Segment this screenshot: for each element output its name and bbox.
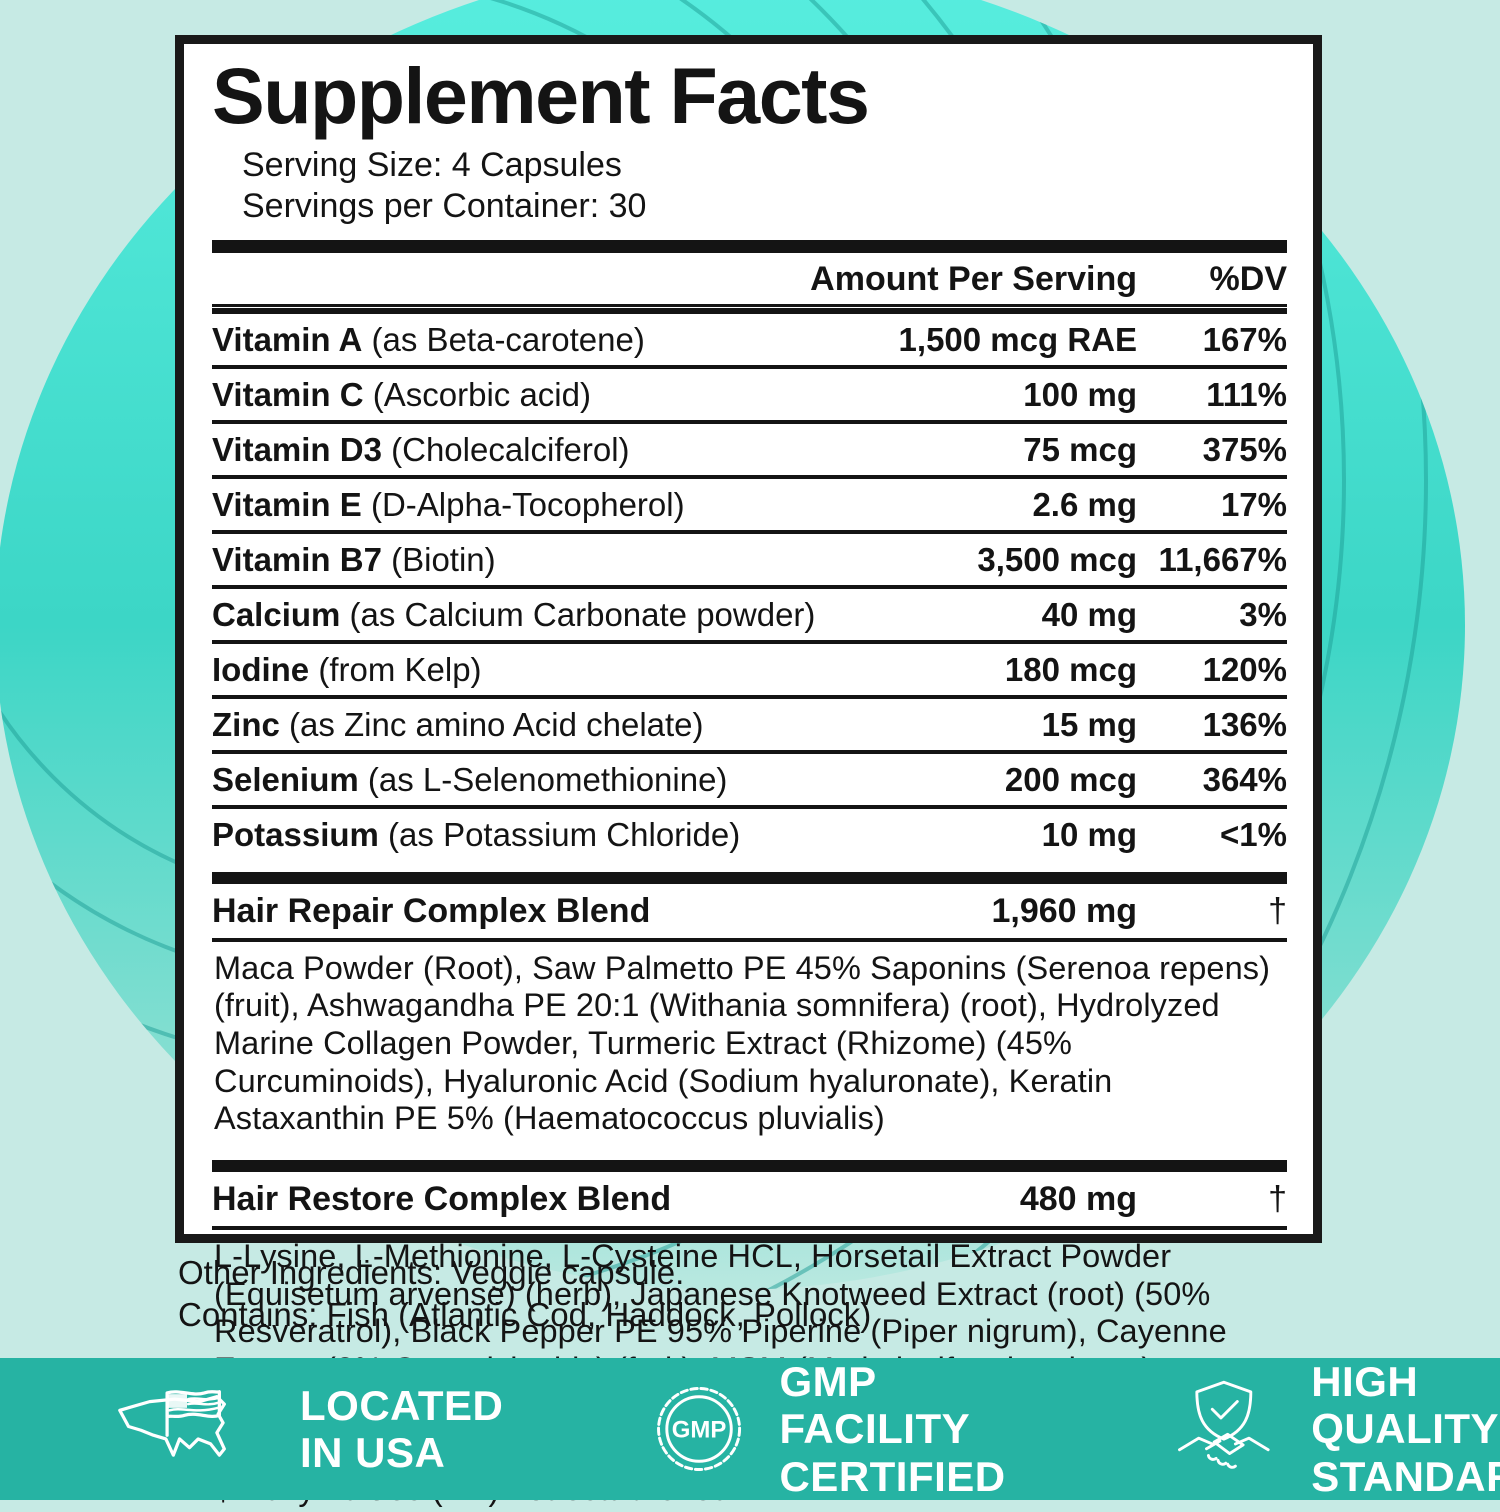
nutrient-amount: 1,500 mcg RAE	[898, 320, 1137, 358]
nutrient-name: Vitamin A (as Beta-carotene)	[212, 320, 645, 358]
badge-label-line1: HIGH QUALITY	[1311, 1357, 1500, 1453]
badge-located-in-usa: LOCATED IN USA	[112, 1373, 503, 1485]
supplement-facts-panel: Supplement Facts Serving Size: 4 Capsule…	[175, 35, 1322, 1507]
nutrient-amount: 2.6 mg	[1032, 485, 1137, 523]
nutrient-dv: 364%	[1202, 760, 1287, 798]
nutrient-dv: <1%	[1220, 815, 1287, 853]
nutrient-dv: 120%	[1202, 650, 1287, 688]
nutrient-dv: 3%	[1239, 595, 1287, 633]
nutrient-row: Vitamin E (D-Alpha-Tocopherol) 2.6 mg 17%	[212, 474, 1287, 530]
thick-divider	[212, 1159, 1287, 1172]
nutrient-name: Vitamin D3 (Cholecalciferol)	[212, 430, 630, 468]
nutrient-amount: 40 mg	[1041, 595, 1137, 633]
nutrient-name: Vitamin C (Ascorbic acid)	[212, 375, 591, 413]
blend-row: Hair Repair Complex Blend 1,960 mg †	[212, 884, 1287, 938]
nutrient-name: Iodine (from Kelp)	[212, 650, 482, 688]
nutrient-amount: 75 mcg	[1023, 430, 1137, 468]
badge-label-line2: STANDARDS	[1311, 1452, 1500, 1500]
nutrient-dv: 11,667%	[1158, 540, 1287, 578]
other-ingredients: Other Ingredients: Veggie capsule.	[178, 1254, 685, 1291]
nutrient-amount: 10 mg	[1041, 815, 1137, 853]
gmp-seal-icon: GMP	[657, 1387, 742, 1471]
nutrient-dv: 17%	[1220, 485, 1287, 523]
servings-per-container: Servings per Container: 30	[242, 187, 647, 226]
badge-high-quality: HIGH QUALITY STANDARDS	[1166, 1358, 1500, 1500]
blend-dv: †	[1268, 891, 1287, 930]
thick-divider	[212, 871, 1287, 884]
nutrient-name: Zinc (as Zinc amino Acid chelate)	[212, 705, 704, 743]
blend-name: Hair Restore Complex Blend	[212, 1179, 672, 1218]
nutrient-row: Vitamin D3 (Cholecalciferol) 75 mcg 375%	[212, 419, 1287, 475]
nutrient-dv: 136%	[1202, 705, 1287, 743]
dv-column-header: %DV	[1209, 259, 1287, 298]
blend-amount: 480 mg	[1019, 1179, 1137, 1218]
nutrient-dv: 111%	[1206, 375, 1287, 413]
shield-handshake-icon	[1177, 1380, 1270, 1469]
nutrient-amount: 180 mcg	[1004, 650, 1137, 688]
badge-label-line2: IN USA	[300, 1429, 446, 1476]
thick-divider	[212, 239, 1287, 253]
blend-amount: 1,960 mg	[991, 891, 1137, 930]
nutrient-amount: 100 mg	[1023, 375, 1137, 413]
nutrient-row: Potassium (as Potassium Chloride) 10 mg <1…	[212, 804, 1287, 860]
badge-label-line1: GMP FACILITY	[779, 1357, 971, 1453]
nutrient-amount: 3,500 mcg	[977, 540, 1137, 578]
blend-ingredients: Maca Powder (Root), Saw Palmetto PE 45% …	[212, 937, 1287, 1148]
nutrient-name: Vitamin B7 (Biotin)	[212, 540, 496, 578]
nutrient-row: Calcium (as Calcium Carbonate powder) 40 …	[212, 584, 1287, 640]
usa-map-flag-icon	[118, 1390, 226, 1457]
nutrient-amount: 200 mcg	[1004, 760, 1137, 798]
nutrient-name: Vitamin E (D-Alpha-Tocopherol)	[212, 485, 685, 523]
serving-size: Serving Size: 4 Capsules	[242, 145, 622, 184]
blend-row: Hair Restore Complex Blend 480 mg †	[212, 1172, 1287, 1226]
badge-label-line2: CERTIFIED	[779, 1452, 1006, 1500]
nutrient-rows: Vitamin A (as Beta-carotene) 1,500 mcg RA…	[212, 314, 1287, 860]
panel-title: Supplement Facts	[212, 51, 870, 140]
nutrient-name: Potassium (as Potassium Chloride)	[212, 815, 741, 853]
contains-allergens: Contains: Fish (Atlantic Cod, Haddock, P…	[178, 1296, 872, 1334]
nutrient-row: Selenium (as L-Selenomethionine) 200 mcg 3…	[212, 749, 1287, 805]
nutrient-row: Vitamin A (as Beta-carotene) 1,500 mcg RA…	[212, 314, 1287, 365]
nutrient-amount: 15 mg	[1041, 705, 1137, 743]
nutrient-dv: 375%	[1202, 430, 1287, 468]
badge-gmp-certified: GMP GMP FACILITY CERTIFIED	[653, 1358, 1025, 1500]
gmp-seal-text: GMP	[672, 1416, 727, 1443]
nutrient-row: Zinc (as Zinc amino Acid chelate) 15 mg 13…	[212, 694, 1287, 750]
nutrient-row: Vitamin B7 (Biotin) 3,500 mcg 11,667%	[212, 529, 1287, 585]
badge-label-line1: LOCATED	[300, 1381, 504, 1429]
nutrient-name: Calcium (as Calcium Carbonate powder)	[212, 595, 816, 633]
amount-column-header: Amount Per Serving	[810, 259, 1137, 298]
certification-band: LOCATED IN USA GMP GMP FACILITY CERTIFIE…	[0, 1358, 1500, 1500]
blend-dv: †	[1268, 1179, 1287, 1218]
blend-name: Hair Repair Complex Blend	[212, 891, 651, 930]
nutrient-dv: 167%	[1202, 320, 1287, 358]
nutrient-name: Selenium (as L-Selenomethionine)	[212, 760, 728, 798]
nutrient-row: Vitamin C (Ascorbic acid) 100 mg 111%	[212, 364, 1287, 420]
nutrient-row: Iodine (from Kelp) 180 mcg 120%	[212, 639, 1287, 695]
header-divider	[212, 303, 1287, 314]
table-header: Amount Per Serving %DV	[212, 253, 1287, 304]
